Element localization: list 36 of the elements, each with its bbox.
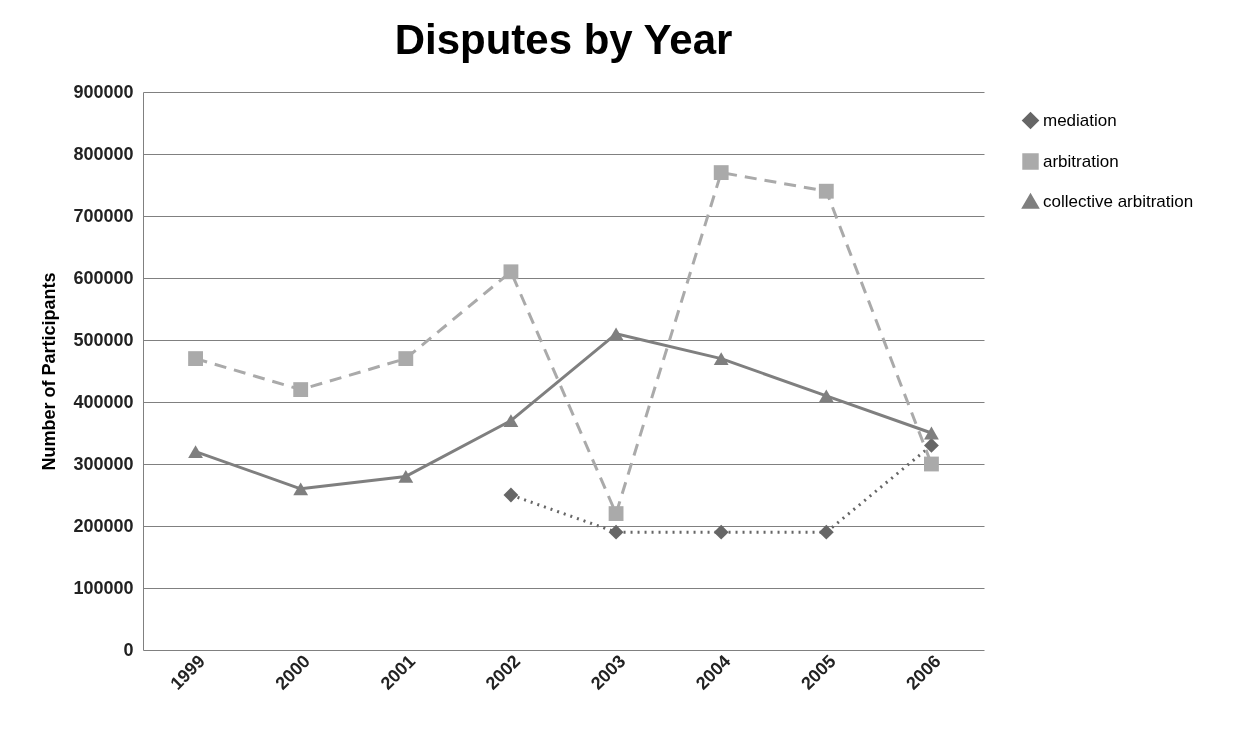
point (293, 382, 309, 398)
point (503, 414, 519, 428)
y-axis-title: Number of Participants (39, 272, 60, 471)
y-tick-label: 0 (123, 639, 134, 660)
point (818, 389, 834, 403)
y-tick-label: 200000 (73, 515, 134, 536)
point (293, 482, 309, 496)
y-tick-label: 900000 (73, 81, 134, 102)
point (503, 264, 519, 280)
y-tick-label: 500000 (73, 329, 134, 350)
y-tick-label: 300000 (73, 453, 134, 474)
point (713, 524, 729, 540)
chart-title: Disputes by Year (394, 16, 733, 63)
legend-label: mediation (1043, 110, 1117, 130)
point (924, 426, 939, 440)
legend-label: arbitration (1043, 151, 1119, 171)
point (713, 165, 729, 181)
point (608, 524, 624, 540)
point (398, 351, 414, 367)
y-tick-label: 800000 (73, 143, 134, 164)
legend-label: collective arbitration (1043, 191, 1194, 211)
point (818, 524, 834, 540)
point (608, 506, 624, 522)
point (713, 352, 729, 366)
point (818, 183, 834, 199)
y-tick-label: 100000 (73, 577, 134, 598)
point (188, 351, 203, 367)
y-tick-label: 600000 (73, 267, 134, 288)
point (188, 445, 203, 459)
y-tick-label: 700000 (73, 205, 134, 226)
point (924, 456, 939, 472)
y-tick-label: 400000 (73, 391, 134, 412)
point (608, 327, 624, 341)
point (924, 437, 939, 453)
point (398, 469, 414, 483)
point (503, 487, 519, 503)
